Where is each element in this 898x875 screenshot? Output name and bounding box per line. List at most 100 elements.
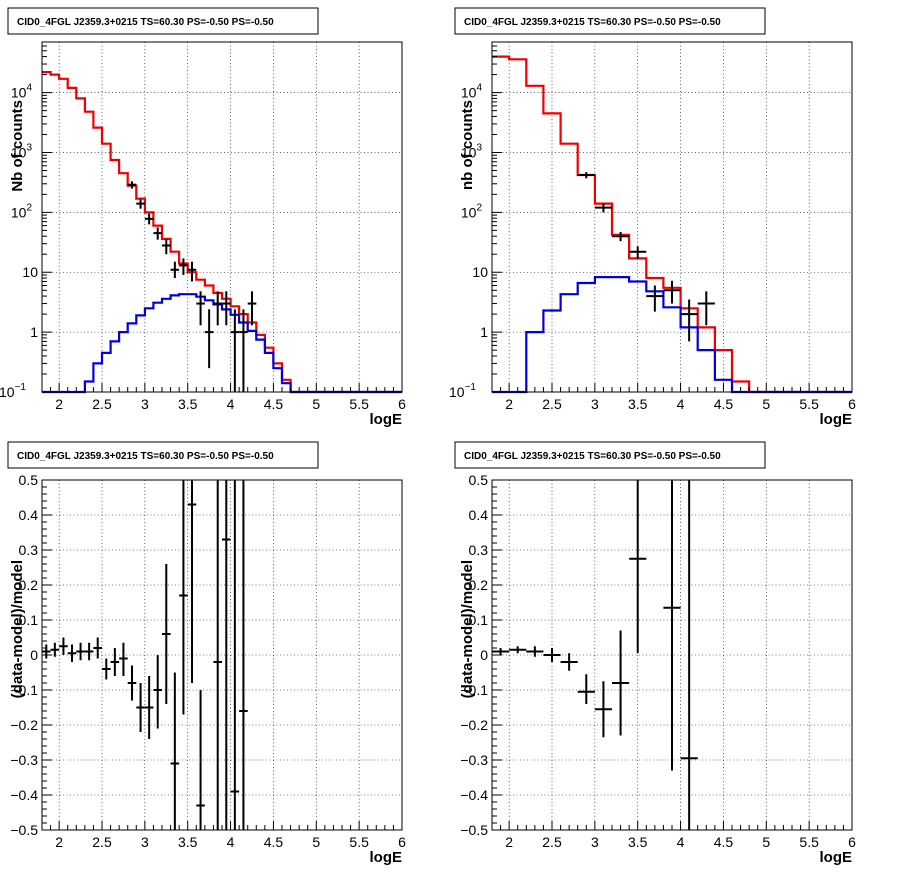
- x-tick-label: 5: [312, 834, 320, 850]
- data-point: [663, 280, 681, 304]
- title-box: CID0_4FGL J2359.3+0215 TS=60.30 PS=-0.50…: [454, 441, 766, 469]
- data-point: [50, 642, 60, 657]
- data-point: [594, 203, 612, 213]
- y-axis: −0.5 −0.4 −0.3 −0.2 −0.1 0 0.1 0.2 0.3 0.4 0.5 (dat…: [459, 472, 502, 838]
- y-tick-label: −0.1: [10, 682, 38, 698]
- y-tick-label: 0.1: [19, 612, 39, 628]
- y-tick-exponent: −1: [15, 382, 27, 393]
- y-axis: −0.5 −0.4 −0.3 −0.2 −0.1 0 0.1 0.2 0.3 0.4 0.5 (dat…: [9, 472, 52, 838]
- x-axis-label: logE: [370, 411, 403, 428]
- x-axis-label: logE: [820, 411, 853, 428]
- data-point: [153, 655, 162, 729]
- data-point: [222, 291, 231, 326]
- y-tick-exponent: 3: [26, 142, 32, 153]
- data-point: [204, 309, 214, 369]
- x-tick-label: 3.5: [628, 396, 648, 412]
- y-tick-exponent: −1: [465, 382, 477, 393]
- x-tick-label: 2: [505, 396, 513, 412]
- y-tick-label: 0.4: [469, 507, 489, 523]
- y-tick-exponent: 4: [26, 83, 32, 94]
- data-point: [196, 291, 205, 326]
- title-box: CID0_4FGL J2359.3+0215 TS=60.30 PS=-0.50…: [7, 441, 319, 469]
- data-point: [594, 681, 612, 738]
- x-tick-label: 3.5: [178, 396, 198, 412]
- x-axis-label: logE: [820, 849, 853, 866]
- data-point: [230, 480, 240, 830]
- x-tick-label: 4.5: [714, 834, 734, 850]
- x-tick-label: 6: [848, 396, 856, 412]
- y-tick-label: 10: [22, 264, 38, 280]
- x-tick-label: 2: [55, 396, 63, 412]
- title-frame: [454, 7, 766, 35]
- data-point: [153, 227, 162, 240]
- y-tick-label: −0.4: [460, 787, 488, 803]
- x-tick-label: 2.5: [542, 834, 562, 850]
- data-point: [119, 642, 128, 676]
- y-tick-label: 0.3: [19, 542, 39, 558]
- data-points: [127, 181, 257, 392]
- y-tick-label: 102: [11, 202, 33, 220]
- y-tick-label: 10: [472, 264, 488, 280]
- x-tick-label: 5.5: [349, 834, 369, 850]
- y-tick-label: 10−1: [449, 382, 476, 400]
- y-axis-label: nb of counts: [459, 100, 476, 190]
- title-frame: [7, 7, 319, 35]
- y-tick-label: 0.3: [469, 542, 489, 558]
- data-point: [162, 238, 171, 255]
- plot-frame: [491, 41, 853, 393]
- y-axis-label: Nb of counts: [9, 100, 26, 192]
- x-tick-label: 3: [591, 834, 599, 850]
- x-tick-label: 4.5: [264, 396, 284, 412]
- x-tick-label: 4.5: [714, 396, 734, 412]
- grid: [42, 479, 403, 831]
- data-point: [230, 309, 240, 392]
- chart-1: CID0_4FGL J2359.3+0215 TS=60.30 PS=-0.50…: [0, 7, 406, 428]
- data-points: [42, 480, 248, 830]
- chart-title: CID0_4FGL J2359.3+0215 TS=60.30 PS=-0.50…: [17, 451, 274, 462]
- data-point: [59, 637, 68, 655]
- y-tick-label: −0.3: [10, 752, 38, 768]
- data-point: [127, 665, 137, 701]
- data-point: [629, 246, 647, 259]
- x-tick-label: 4: [227, 834, 235, 850]
- y-tick-label: −0.2: [460, 717, 488, 733]
- x-tick-label: 4.5: [264, 834, 284, 850]
- data-points: [577, 172, 715, 342]
- data-point: [84, 642, 94, 661]
- y-tick-label: 10−1: [0, 382, 26, 400]
- x-tick-label: 6: [848, 834, 856, 850]
- chart-title: CID0_4FGL J2359.3+0215 TS=60.30 PS=-0.50…: [464, 451, 721, 462]
- plot-frame: [41, 41, 403, 393]
- data-point: [222, 480, 231, 830]
- y-tick-label: 0.2: [469, 577, 489, 593]
- data-point: [239, 480, 248, 830]
- data-point: [680, 480, 698, 830]
- title-frame: [7, 441, 319, 469]
- y-tick-label: 0.2: [19, 577, 39, 593]
- data-point: [577, 674, 595, 704]
- data-point: [509, 646, 527, 654]
- chart-3: CID0_4FGL J2359.3+0215 TS=60.30 PS=-0.50…: [7, 441, 406, 866]
- data-point: [196, 690, 205, 830]
- title-box: CID0_4FGL J2359.3+0215 TS=60.30 PS=-0.50…: [454, 7, 766, 35]
- x-tick-label: 5: [762, 396, 770, 412]
- chart-2: CID0_4FGL J2359.3+0215 TS=60.30 PS=-0.50…: [449, 7, 856, 428]
- data-point: [93, 637, 102, 659]
- x-tick-label: 2.5: [92, 834, 112, 850]
- data-point: [612, 231, 630, 242]
- data-point: [526, 646, 544, 657]
- y-tick-label: 104: [461, 83, 483, 101]
- y-axis-label: (data-model)/model: [9, 560, 26, 698]
- data-point: [187, 261, 197, 282]
- data-point: [247, 291, 257, 326]
- y-tick-label: −0.1: [460, 682, 488, 698]
- data-point: [239, 309, 248, 392]
- y-tick-label: −0.5: [460, 822, 488, 838]
- data-point: [680, 299, 698, 342]
- x-tick-label: 4: [677, 834, 685, 850]
- data-point: [213, 480, 222, 830]
